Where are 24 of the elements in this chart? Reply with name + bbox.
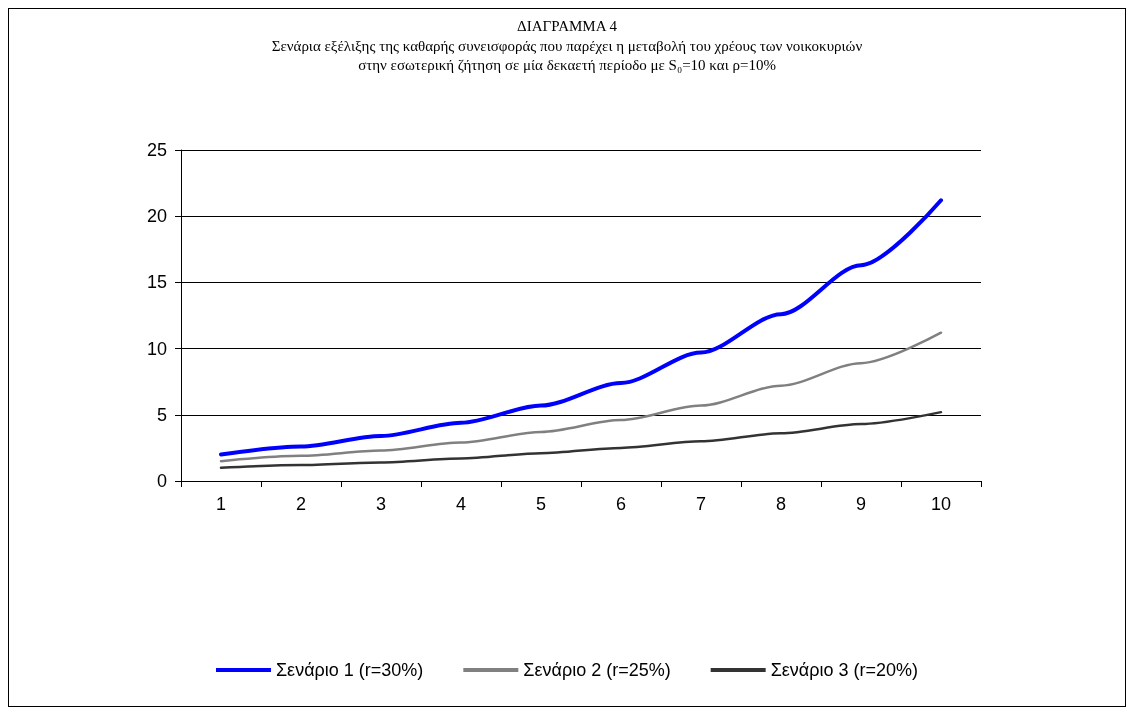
x-tick-label: 6 <box>615 494 627 514</box>
x-tick-label: 7 <box>695 494 707 514</box>
x-tick-label: 9 <box>855 494 867 514</box>
x-tick-label: 4 <box>455 494 467 514</box>
x-tick-label: 1 <box>215 494 227 514</box>
y-tick-label: 15 <box>146 272 167 293</box>
y-tick-label: 25 <box>146 140 167 160</box>
x-tick-label: 8 <box>775 494 787 514</box>
chart-title: ΔΙΑΓΡΑΜΜΑ 4 <box>517 17 618 34</box>
y-tick-label: 0 <box>156 471 167 491</box>
y-tick-label: 10 <box>146 338 167 359</box>
legend-label: Σενάριο 3 (r=20%) <box>770 660 919 680</box>
x-tick-label: 5 <box>535 494 547 514</box>
x-tick-label: 3 <box>375 494 387 514</box>
legend-label: Σενάριο 1 (r=30%) <box>275 660 424 680</box>
chart-subtitle: Σενάρια εξέλιξης της καθαρής συνεισφοράς που παρέχει η μεταβολή του χρέους των νοικοκυριών στην εσωτερική ζήτηση σε μία δεκαετή περίοδο με S₀=10 και ρ=10% <box>271 37 863 73</box>
legend-label: Σενάριο 2 (r=25%) <box>523 660 671 680</box>
x-tick-label: 2 <box>295 494 307 514</box>
line-series <box>219 331 943 463</box>
y-tick-label: 5 <box>156 404 167 425</box>
line-series <box>219 410 943 470</box>
line-series <box>219 198 943 457</box>
x-tick-label: 10 <box>930 494 952 514</box>
y-tick-label: 20 <box>146 206 167 227</box>
